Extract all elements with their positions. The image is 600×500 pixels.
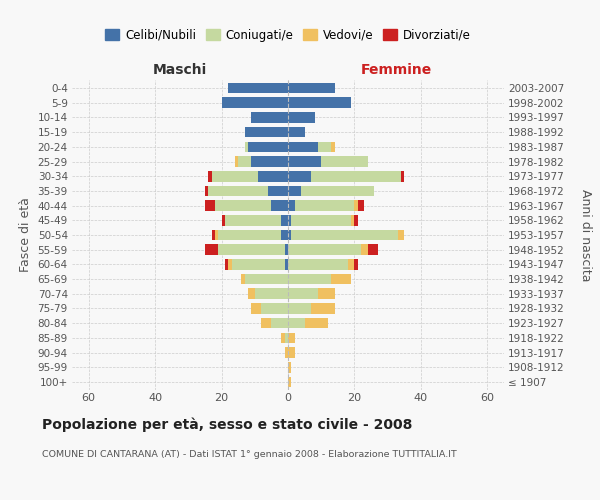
Bar [288, 332, 295, 343]
Bar [288, 230, 292, 240]
Bar [351, 215, 355, 226]
Bar [284, 259, 288, 270]
Bar [288, 215, 292, 226]
Bar [295, 200, 355, 211]
Bar [212, 171, 258, 181]
Bar [281, 332, 284, 343]
Bar [288, 376, 292, 387]
Bar [251, 156, 288, 167]
Bar [208, 186, 268, 196]
Bar [284, 347, 288, 358]
Bar [288, 362, 292, 372]
Bar [251, 112, 288, 123]
Bar [258, 171, 288, 181]
Bar [288, 200, 295, 211]
Bar [228, 83, 288, 94]
Bar [225, 259, 228, 270]
Bar [208, 171, 212, 181]
Bar [305, 318, 328, 328]
Text: COMUNE DI CANTARANA (AT) - Dati ISTAT 1° gennaio 2008 - Elaborazione TUTTITALIA.: COMUNE DI CANTARANA (AT) - Dati ISTAT 1°… [42, 450, 457, 459]
Bar [288, 244, 361, 255]
Bar [288, 142, 318, 152]
Bar [215, 200, 271, 211]
Bar [355, 200, 358, 211]
Bar [288, 347, 295, 358]
Y-axis label: Anni di nascita: Anni di nascita [579, 188, 592, 281]
Bar [284, 244, 288, 255]
Bar [288, 83, 335, 94]
Bar [245, 127, 288, 138]
Bar [228, 259, 232, 270]
Bar [311, 303, 335, 314]
Bar [288, 171, 311, 181]
Bar [321, 156, 368, 167]
Bar [358, 200, 364, 211]
Bar [255, 288, 288, 299]
Bar [355, 215, 358, 226]
Bar [281, 230, 288, 240]
Bar [301, 186, 374, 196]
Bar [241, 274, 245, 284]
Text: Maschi: Maschi [153, 64, 207, 78]
Bar [225, 215, 281, 226]
Bar [288, 127, 305, 138]
Bar [205, 186, 208, 196]
Bar [221, 98, 288, 108]
Bar [215, 230, 218, 240]
Text: Femmine: Femmine [361, 64, 431, 78]
Bar [288, 112, 314, 123]
Bar [218, 230, 281, 240]
Bar [221, 215, 225, 226]
Bar [245, 142, 248, 152]
Bar [288, 98, 351, 108]
Bar [331, 274, 351, 284]
Bar [262, 318, 271, 328]
Bar [318, 142, 331, 152]
Bar [245, 274, 288, 284]
Bar [271, 200, 288, 211]
Bar [288, 259, 348, 270]
Bar [248, 142, 288, 152]
Bar [288, 288, 318, 299]
Bar [318, 288, 335, 299]
Bar [218, 244, 284, 255]
Legend: Celibi/Nubili, Coniugati/e, Vedovi/e, Divorziati/e: Celibi/Nubili, Coniugati/e, Vedovi/e, Di… [100, 24, 476, 46]
Bar [331, 142, 335, 152]
Bar [232, 259, 284, 270]
Bar [311, 171, 401, 181]
Bar [288, 318, 305, 328]
Bar [205, 244, 218, 255]
Bar [268, 186, 288, 196]
Bar [355, 259, 358, 270]
Bar [251, 303, 262, 314]
Bar [288, 186, 301, 196]
Text: Popolazione per età, sesso e stato civile - 2008: Popolazione per età, sesso e stato civil… [42, 418, 412, 432]
Bar [262, 303, 288, 314]
Bar [281, 215, 288, 226]
Bar [368, 244, 378, 255]
Bar [398, 230, 404, 240]
Bar [212, 230, 215, 240]
Bar [235, 156, 238, 167]
Bar [284, 332, 288, 343]
Bar [205, 200, 215, 211]
Bar [271, 318, 288, 328]
Bar [288, 156, 321, 167]
Bar [288, 274, 331, 284]
Bar [361, 244, 368, 255]
Bar [401, 171, 404, 181]
Bar [292, 215, 351, 226]
Bar [292, 230, 398, 240]
Bar [238, 156, 251, 167]
Y-axis label: Fasce di età: Fasce di età [19, 198, 32, 272]
Bar [348, 259, 355, 270]
Bar [288, 303, 311, 314]
Bar [248, 288, 255, 299]
